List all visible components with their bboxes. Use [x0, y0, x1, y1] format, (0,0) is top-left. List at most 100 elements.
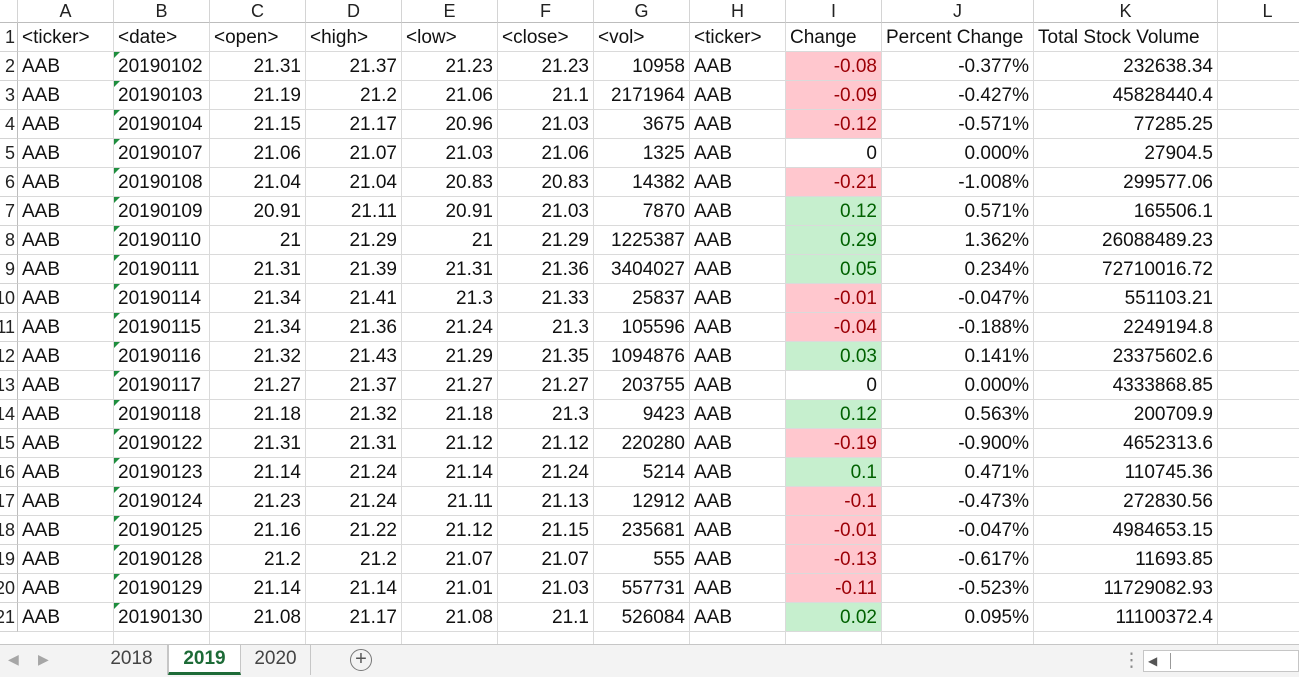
table-cell[interactable]: 21.08	[402, 603, 498, 632]
row-header[interactable]: 19	[0, 545, 18, 574]
table-cell[interactable]: 20190115	[114, 313, 210, 342]
table-cell[interactable]: 21.12	[402, 429, 498, 458]
table-cell[interactable]: 21.04	[210, 168, 306, 197]
table-cell[interactable]: AAB	[18, 603, 114, 632]
table-cell[interactable]	[1218, 226, 1299, 255]
table-cell[interactable]: -0.21	[786, 168, 882, 197]
table-cell[interactable]: 9423	[594, 400, 690, 429]
table-cell[interactable]: 21.2	[210, 545, 306, 574]
table-cell[interactable]: 21.24	[498, 458, 594, 487]
table-cell[interactable]: 21.24	[306, 458, 402, 487]
table-cell[interactable]: 5214	[594, 458, 690, 487]
table-cell[interactable]: 20.83	[498, 168, 594, 197]
table-cell[interactable]: 3675	[594, 110, 690, 139]
table-cell[interactable]: AAB	[690, 197, 786, 226]
table-cell[interactable]: AAB	[18, 197, 114, 226]
row-header[interactable]: 15	[0, 429, 18, 458]
table-cell[interactable]: AAB	[690, 603, 786, 632]
column-header-i[interactable]: I	[786, 0, 882, 23]
table-cell[interactable]: 0.000%	[882, 371, 1034, 400]
table-cell[interactable]: 21.03	[498, 197, 594, 226]
table-cell[interactable]: 20.96	[402, 110, 498, 139]
row-header[interactable]: 10	[0, 284, 18, 313]
table-cell[interactable]: 0.000%	[882, 139, 1034, 168]
table-cell[interactable]: 20.91	[210, 197, 306, 226]
table-cell[interactable]: 20190130	[114, 603, 210, 632]
spreadsheet-grid[interactable]: A B C D E F G H I J K L 1 <ticker> <date> <open> <high> <…	[0, 0, 1299, 644]
table-cell[interactable]	[1218, 313, 1299, 342]
row-header[interactable]: 4	[0, 110, 18, 139]
table-cell[interactable]: 21.29	[498, 226, 594, 255]
table-cell[interactable]: -0.523%	[882, 574, 1034, 603]
header-cell[interactable]: Percent Change	[882, 23, 1034, 52]
table-cell[interactable]: 0.03	[786, 342, 882, 371]
table-cell[interactable]: 21.27	[498, 371, 594, 400]
column-header-l[interactable]: L	[1218, 0, 1299, 23]
table-cell[interactable]: 232638.34	[1034, 52, 1218, 81]
table-cell[interactable]: 21.18	[210, 400, 306, 429]
table-cell[interactable]: 0.141%	[882, 342, 1034, 371]
table-cell[interactable]: 526084	[594, 603, 690, 632]
table-cell[interactable]: 21.24	[402, 313, 498, 342]
table-cell[interactable]: 4984653.15	[1034, 516, 1218, 545]
table-cell[interactable]: 21.43	[306, 342, 402, 371]
table-cell[interactable]: AAB	[690, 52, 786, 81]
table-cell[interactable]: 0.29	[786, 226, 882, 255]
table-cell[interactable]: 1094876	[594, 342, 690, 371]
table-cell[interactable]: 1.362%	[882, 226, 1034, 255]
table-cell[interactable]: AAB	[18, 81, 114, 110]
table-cell[interactable]: 0.05	[786, 255, 882, 284]
table-cell[interactable]: AAB	[18, 458, 114, 487]
table-cell[interactable]: AAB	[18, 574, 114, 603]
table-cell[interactable]: 21.1	[498, 603, 594, 632]
table-cell[interactable]: 21.06	[402, 81, 498, 110]
table-cell[interactable]: AAB	[690, 371, 786, 400]
row-header[interactable]: 20	[0, 574, 18, 603]
row-header[interactable]: 5	[0, 139, 18, 168]
table-cell[interactable]: -0.13	[786, 545, 882, 574]
table-cell[interactable]: 21.12	[402, 516, 498, 545]
table-cell[interactable]: 20.83	[402, 168, 498, 197]
sheet-tab-2018[interactable]: 2018	[96, 645, 168, 675]
table-cell[interactable]: 21.34	[210, 284, 306, 313]
table-cell[interactable]: 20190111	[114, 255, 210, 284]
table-cell[interactable]	[18, 632, 114, 644]
table-cell[interactable]: AAB	[18, 255, 114, 284]
table-cell[interactable]: 21.2	[306, 545, 402, 574]
table-cell[interactable]: 21.29	[402, 342, 498, 371]
table-cell[interactable]: 235681	[594, 516, 690, 545]
table-cell[interactable]	[1218, 81, 1299, 110]
table-cell[interactable]: 21.14	[210, 574, 306, 603]
table-cell[interactable]: 21.24	[306, 487, 402, 516]
table-cell[interactable]: 21	[402, 226, 498, 255]
table-cell[interactable]: AAB	[690, 516, 786, 545]
table-cell[interactable]: 21.2	[306, 81, 402, 110]
row-header[interactable]: 3	[0, 81, 18, 110]
table-cell[interactable]: 21.41	[306, 284, 402, 313]
table-cell[interactable]: -0.08	[786, 52, 882, 81]
table-cell[interactable]: AAB	[690, 400, 786, 429]
table-cell[interactable]: AAB	[18, 284, 114, 313]
add-sheet-button[interactable]: +	[350, 649, 372, 671]
table-cell[interactable]: 21.1	[498, 81, 594, 110]
table-cell[interactable]: 20190104	[114, 110, 210, 139]
table-cell[interactable]: -0.01	[786, 516, 882, 545]
table-cell[interactable]	[1218, 255, 1299, 284]
table-cell[interactable]	[306, 632, 402, 644]
table-cell[interactable]: -0.188%	[882, 313, 1034, 342]
table-cell[interactable]	[1218, 603, 1299, 632]
table-cell[interactable]: AAB	[690, 255, 786, 284]
table-cell[interactable]: 21.16	[210, 516, 306, 545]
table-cell[interactable]: 45828440.4	[1034, 81, 1218, 110]
column-header-h[interactable]: H	[690, 0, 786, 23]
table-cell[interactable]: AAB	[18, 342, 114, 371]
table-cell[interactable]: AAB	[18, 226, 114, 255]
table-cell[interactable]: 7870	[594, 197, 690, 226]
table-cell[interactable]: 21.04	[306, 168, 402, 197]
table-cell[interactable]: AAB	[690, 110, 786, 139]
table-cell[interactable]: AAB	[18, 371, 114, 400]
table-cell[interactable]: 21.34	[210, 313, 306, 342]
table-cell[interactable]: 20190123	[114, 458, 210, 487]
table-cell[interactable]	[1218, 632, 1299, 644]
table-cell[interactable]: 21.12	[498, 429, 594, 458]
